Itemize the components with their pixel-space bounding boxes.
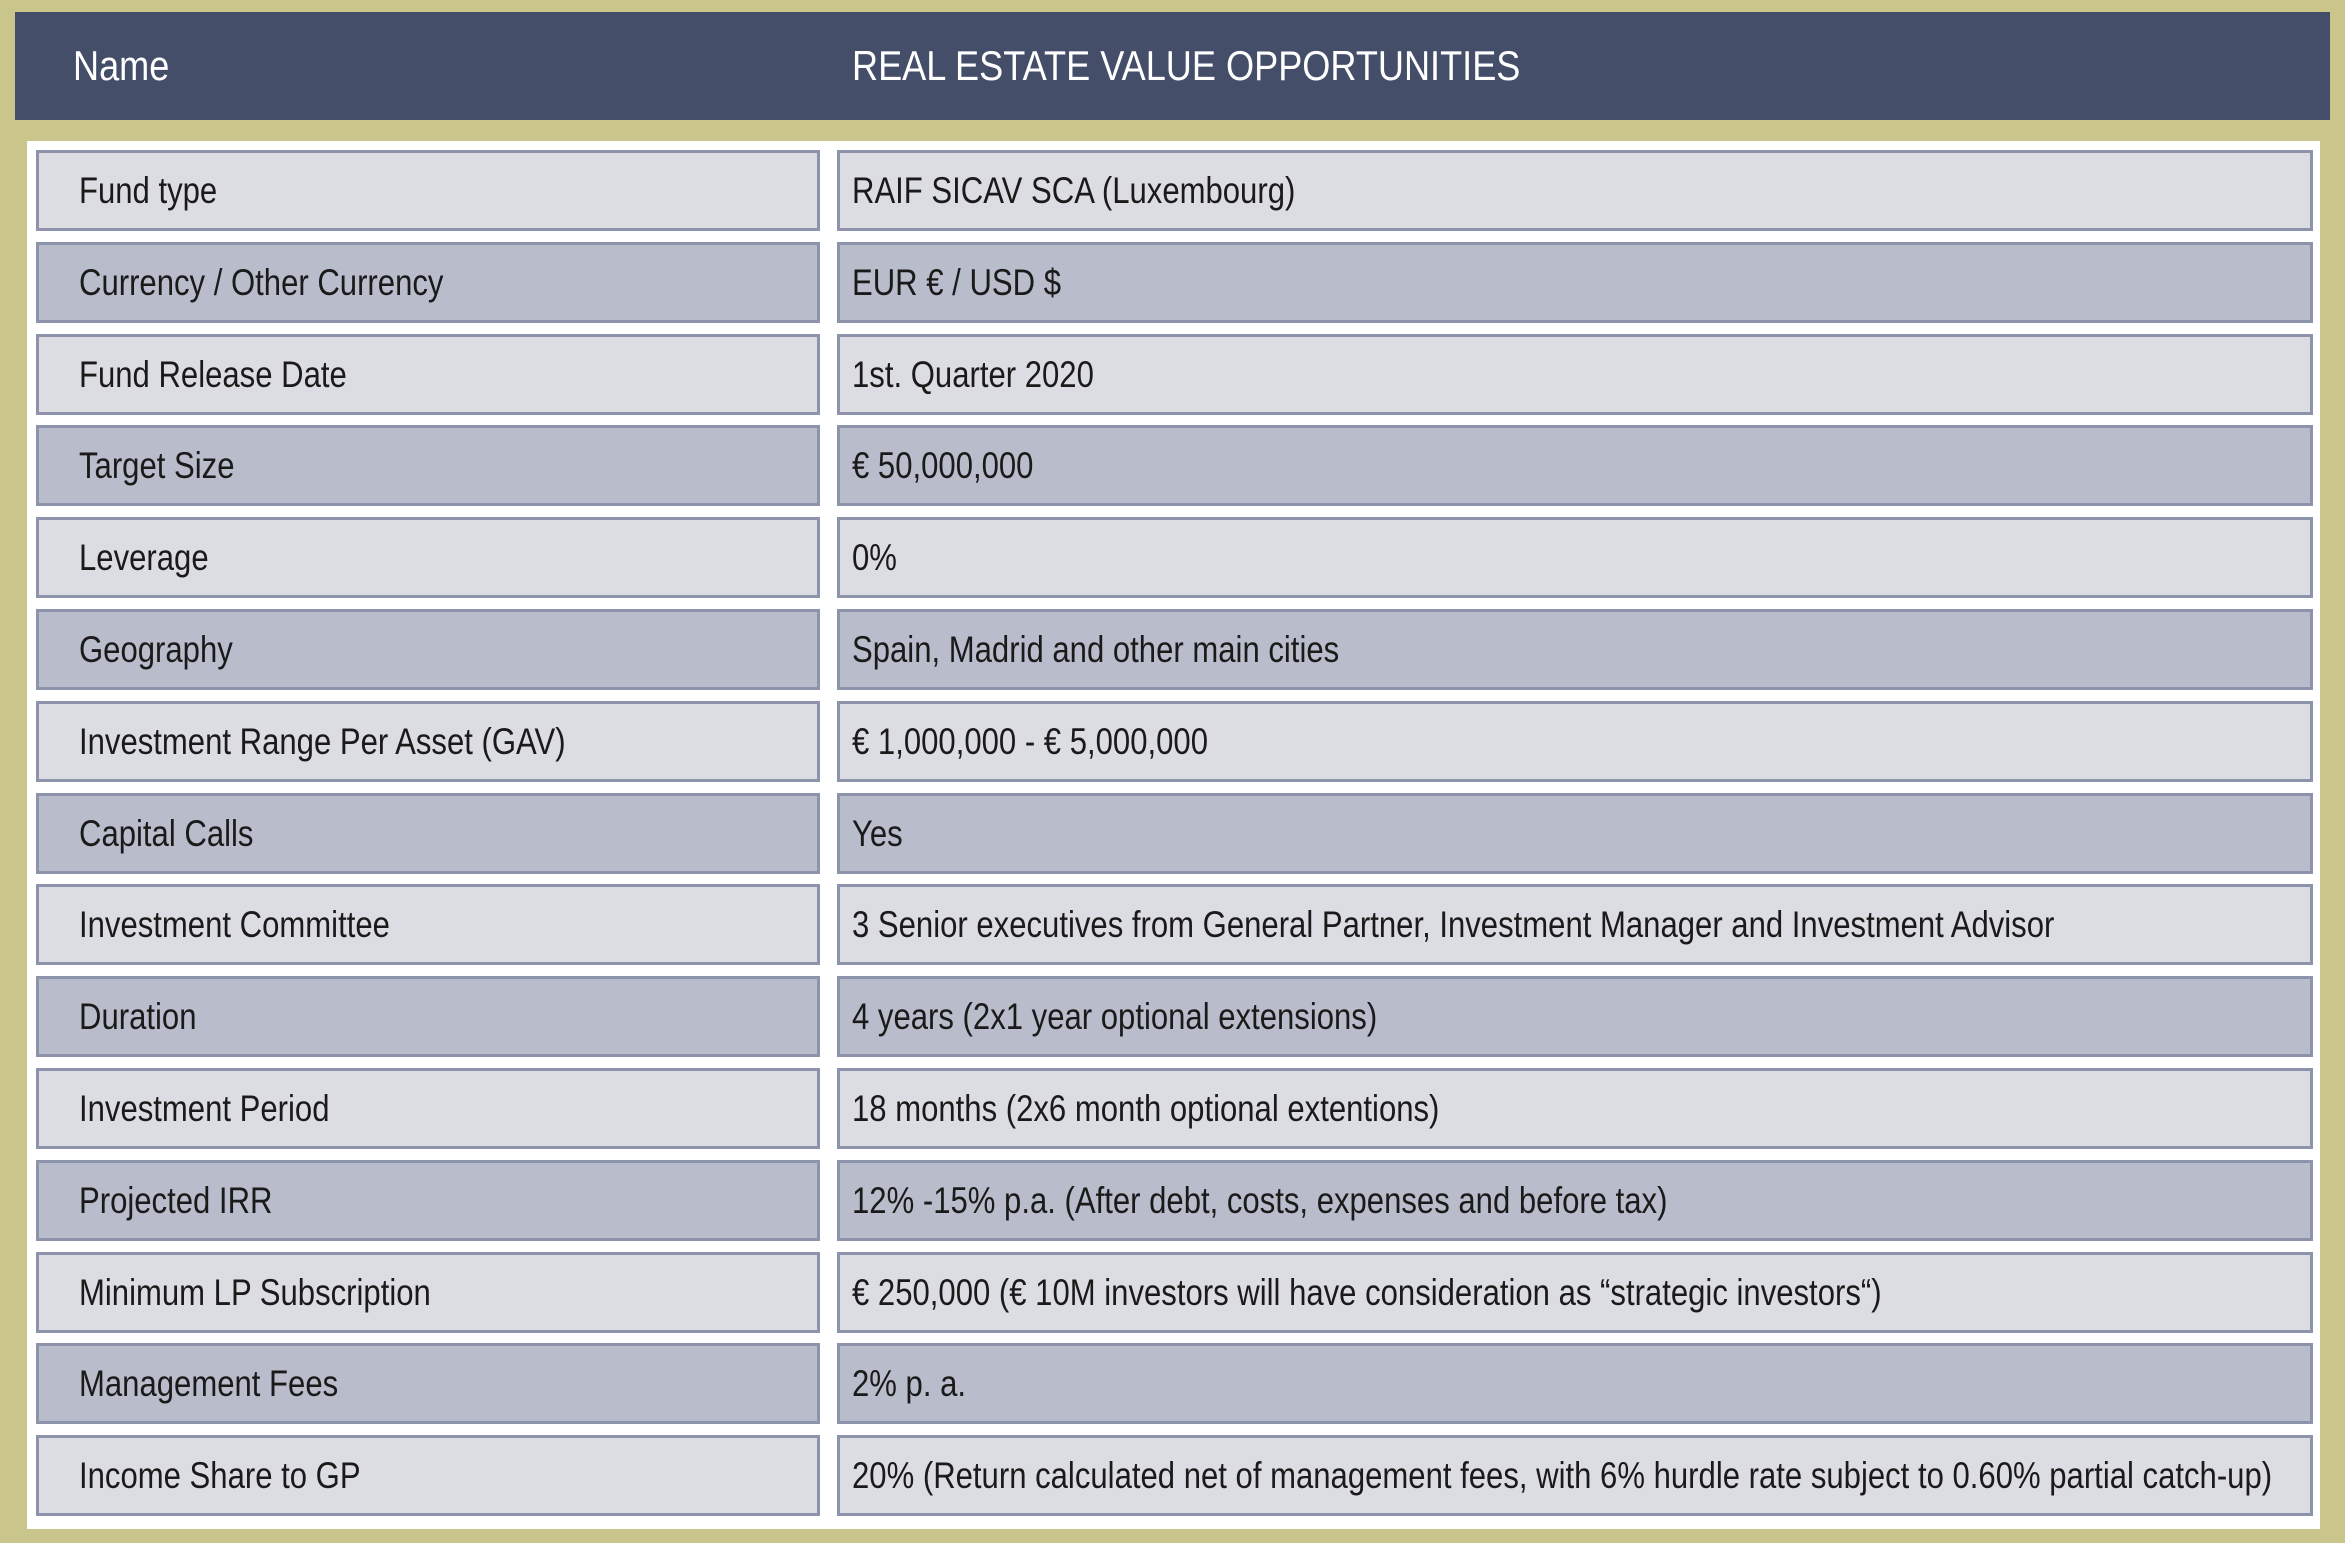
label-text: Duration xyxy=(79,996,197,1038)
label-text: Currency / Other Currency xyxy=(79,261,444,303)
value-cell: 12% -15% p.a. (After debt, costs, expens… xyxy=(837,1159,2313,1241)
label-cell: Geography xyxy=(36,609,820,690)
value-text: € 1,000,000 - € 5,000,000 xyxy=(852,720,1209,762)
label-cell: Projected IRR xyxy=(36,1159,820,1241)
label-text: Minimum LP Subscription xyxy=(79,1271,431,1313)
value-text: 20% (Return calculated net of management… xyxy=(852,1455,2273,1497)
value-text: 12% -15% p.a. (After debt, costs, expens… xyxy=(852,1179,1668,1221)
value-cell: € 50,000,000 xyxy=(837,425,2313,507)
value-cell: Spain, Madrid and other main cities xyxy=(837,609,2313,690)
label-cell: Fund Release Date xyxy=(36,333,820,415)
value-cell: 2% p. a. xyxy=(837,1343,2313,1425)
value-cell: 18 months (2x6 month optional extentions… xyxy=(837,1068,2313,1149)
value-cell: Yes xyxy=(837,792,2313,874)
value-text: 0% xyxy=(852,537,897,579)
label-text: Investment Range Per Asset (GAV) xyxy=(79,720,566,762)
value-text: € 50,000,000 xyxy=(852,445,1034,487)
label-text: Management Fees xyxy=(79,1363,339,1405)
label-text: Capital Calls xyxy=(79,812,254,854)
value-cell: 1st. Quarter 2020 xyxy=(837,333,2313,415)
label-cell: Investment Period xyxy=(36,1068,820,1149)
label-cell: Duration xyxy=(36,976,820,1058)
value-text: 18 months (2x6 month optional extentions… xyxy=(852,1088,1440,1129)
value-text: EUR € / USD $ xyxy=(852,261,1061,303)
value-cell: RAIF SICAV SCA (Luxembourg) xyxy=(837,150,2313,231)
label-text: Income Share to GP xyxy=(79,1455,361,1497)
label-cell: Income Share to GP xyxy=(36,1435,820,1517)
header-title: REAL ESTATE VALUE OPPORTUNITIES xyxy=(852,42,1521,89)
value-cell: 20% (Return calculated net of management… xyxy=(837,1435,2313,1517)
label-cell: Leverage xyxy=(36,517,820,599)
value-cell: € 250,000 (€ 10M investors will have con… xyxy=(837,1251,2313,1333)
label-text: Projected IRR xyxy=(79,1179,273,1221)
header: Name REAL ESTATE VALUE OPPORTUNITIES xyxy=(15,12,2330,120)
label-text: Investment Period xyxy=(79,1088,330,1129)
value-text: Spain, Madrid and other main cities xyxy=(852,629,1340,670)
label-cell: Investment Committee xyxy=(36,884,820,966)
label-cell: Management Fees xyxy=(36,1343,820,1425)
value-text: 3 Senior executives from General Partner… xyxy=(852,904,2055,946)
value-cell: 4 years (2x1 year optional extensions) xyxy=(837,976,2313,1058)
label-cell: Currency / Other Currency xyxy=(36,241,820,323)
label-cell: Minimum LP Subscription xyxy=(36,1251,820,1333)
label-cell: Investment Range Per Asset (GAV) xyxy=(36,700,820,782)
table: Fund type RAIF SICAV SCA (Luxembourg) Curr… xyxy=(21,135,2326,1535)
value-text: RAIF SICAV SCA (Luxembourg) xyxy=(852,170,1296,211)
label-text: Fund type xyxy=(79,170,218,211)
label-cell: Fund type xyxy=(36,150,820,231)
label-text: Fund Release Date xyxy=(79,353,347,395)
value-cell: 3 Senior executives from General Partner… xyxy=(837,884,2313,966)
label-text: Target Size xyxy=(79,445,235,487)
value-text: Yes xyxy=(852,812,903,854)
value-cell: 0% xyxy=(837,517,2313,599)
value-text: 2% p. a. xyxy=(852,1363,967,1405)
value-text: 1st. Quarter 2020 xyxy=(852,353,1094,395)
header-label: Name xyxy=(73,42,170,89)
label-cell: Capital Calls xyxy=(36,792,820,874)
value-cell: € 1,000,000 - € 5,000,000 xyxy=(837,700,2313,782)
label-text: Leverage xyxy=(79,537,209,579)
value-cell: EUR € / USD $ xyxy=(837,241,2313,323)
label-cell: Target Size xyxy=(36,425,820,507)
value-text: 4 years (2x1 year optional extensions) xyxy=(852,996,1378,1038)
label-text: Geography xyxy=(79,629,233,670)
value-text: € 250,000 (€ 10M investors will have con… xyxy=(852,1271,1882,1313)
label-text: Investment Committee xyxy=(79,904,390,946)
